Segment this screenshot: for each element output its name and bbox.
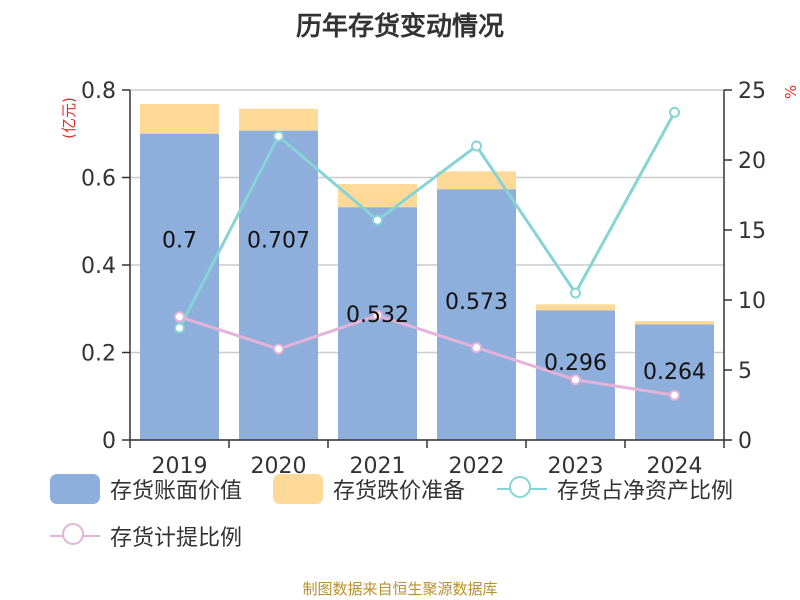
legend-label-impairment: 存货跌价准备 xyxy=(333,479,466,504)
x-axis-tick-label: 2022 xyxy=(449,454,505,479)
data-label-book-value: 0.7 xyxy=(162,229,197,254)
data-label-book-value: 0.296 xyxy=(544,351,607,376)
data-label-book-value: 0.264 xyxy=(643,360,706,385)
right-axis-unit-label: % xyxy=(782,85,800,99)
bar-impairment xyxy=(635,321,714,325)
legend-swatch-book-value xyxy=(50,474,100,504)
bar-book-value xyxy=(437,189,516,440)
bar-impairment xyxy=(536,304,615,311)
left-axis-unit-label: (亿元) xyxy=(60,97,78,139)
data-label-book-value: 0.532 xyxy=(346,303,409,328)
legend-marker-provision-ratio xyxy=(50,521,100,551)
point-net-asset-ratio xyxy=(273,130,284,142)
left-axis-tick-label: 0.4 xyxy=(81,254,116,279)
bar-impairment xyxy=(239,108,318,131)
bar-book-value xyxy=(140,133,219,440)
legend-item-book-value: 存货账面价值 xyxy=(50,472,242,506)
left-axis-tick-label: 0.2 xyxy=(81,342,116,367)
x-axis-tick-label: 2019 xyxy=(152,454,208,479)
bar-impairment xyxy=(140,104,219,134)
legend-label-provision-ratio: 存货计提比例 xyxy=(110,526,243,551)
bar-book-value xyxy=(239,130,318,440)
right-axis-tick-label: 20 xyxy=(738,149,766,174)
point-net-asset-ratio xyxy=(174,322,185,334)
x-axis-tick-label: 2021 xyxy=(350,454,406,479)
point-provision-ratio xyxy=(471,342,482,354)
point-net-asset-ratio xyxy=(669,106,680,118)
data-label-book-value: 0.707 xyxy=(247,229,310,254)
right-axis-tick-label: 5 xyxy=(738,359,752,384)
bars xyxy=(140,104,714,440)
legend-swatch-impairment xyxy=(273,474,323,504)
source-note: 制图数据来自恒生聚源数据库 xyxy=(302,580,498,598)
legend-label-book-value: 存货账面价值 xyxy=(110,479,243,504)
lines xyxy=(174,106,680,401)
left-axis-tick-label: 0.6 xyxy=(81,167,116,192)
data-label-book-value: 0.573 xyxy=(445,290,508,315)
point-net-asset-ratio xyxy=(372,214,383,226)
chart-title: 历年存货变动情况 xyxy=(295,12,504,42)
line-net-asset-ratio xyxy=(178,111,676,329)
right-axis-tick-label: 15 xyxy=(738,219,766,244)
right-axis-tick-label: 0 xyxy=(738,429,752,454)
line-provision-ratio xyxy=(179,313,675,397)
right-axis-tick-label: 25 xyxy=(738,79,766,104)
point-net-asset-ratio xyxy=(471,140,482,152)
legend-label-net-asset-ratio: 存货占净资产比例 xyxy=(557,479,734,504)
bar-impairment xyxy=(338,184,417,208)
legend-item-provision-ratio: 存货计提比例 xyxy=(50,519,242,553)
right-axis-tick-label: 10 xyxy=(738,289,766,314)
bar-book-value xyxy=(635,324,714,440)
legend-item-impairment: 存货跌价准备 xyxy=(273,472,465,506)
left-axis-tick-label: 0 xyxy=(102,429,116,454)
legend-marker-net-asset-ratio xyxy=(497,474,547,504)
x-axis-tick-label: 2023 xyxy=(548,454,604,479)
point-provision-ratio xyxy=(669,389,680,401)
point-provision-ratio xyxy=(174,311,185,323)
data-labels: 0.7 0.707 0.532 0.573 0.296 0.264 xyxy=(162,229,706,385)
legend-item-net-asset-ratio: 存货占净资产比例 xyxy=(497,472,733,506)
left-axis-tick-label: 0.8 xyxy=(81,79,116,104)
grid-lines xyxy=(130,89,724,441)
point-net-asset-ratio xyxy=(570,287,581,299)
point-provision-ratio xyxy=(372,309,383,321)
point-provision-ratio xyxy=(273,343,284,355)
x-axis-tick-label: 2024 xyxy=(647,454,703,479)
point-provision-ratio xyxy=(570,374,581,386)
